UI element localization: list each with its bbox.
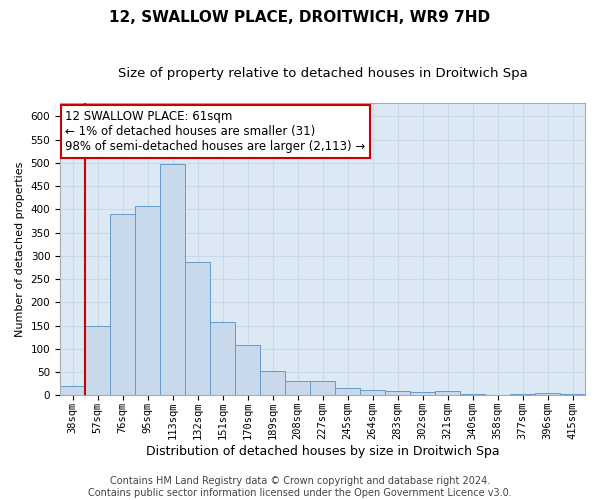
Bar — [535, 394, 560, 395]
Bar — [335, 388, 360, 395]
Bar — [435, 390, 460, 395]
Bar — [210, 322, 235, 395]
Text: 12 SWALLOW PLACE: 61sqm
← 1% of detached houses are smaller (31)
98% of semi-det: 12 SWALLOW PLACE: 61sqm ← 1% of detached… — [65, 110, 365, 153]
Bar — [160, 164, 185, 395]
Bar — [510, 394, 535, 395]
Bar — [85, 326, 110, 395]
Bar — [360, 390, 385, 395]
Bar — [135, 206, 160, 395]
Bar — [460, 394, 485, 395]
Y-axis label: Number of detached properties: Number of detached properties — [15, 161, 25, 336]
Bar — [260, 371, 285, 395]
Bar — [385, 392, 410, 395]
Bar — [235, 345, 260, 395]
X-axis label: Distribution of detached houses by size in Droitwich Spa: Distribution of detached houses by size … — [146, 444, 499, 458]
Bar — [60, 386, 85, 395]
Text: 12, SWALLOW PLACE, DROITWICH, WR9 7HD: 12, SWALLOW PLACE, DROITWICH, WR9 7HD — [109, 10, 491, 25]
Bar — [285, 382, 310, 395]
Bar — [410, 392, 435, 395]
Bar — [310, 382, 335, 395]
Bar — [560, 394, 585, 395]
Bar — [110, 214, 135, 395]
Text: Contains HM Land Registry data © Crown copyright and database right 2024.
Contai: Contains HM Land Registry data © Crown c… — [88, 476, 512, 498]
Bar — [185, 262, 210, 395]
Title: Size of property relative to detached houses in Droitwich Spa: Size of property relative to detached ho… — [118, 68, 527, 80]
